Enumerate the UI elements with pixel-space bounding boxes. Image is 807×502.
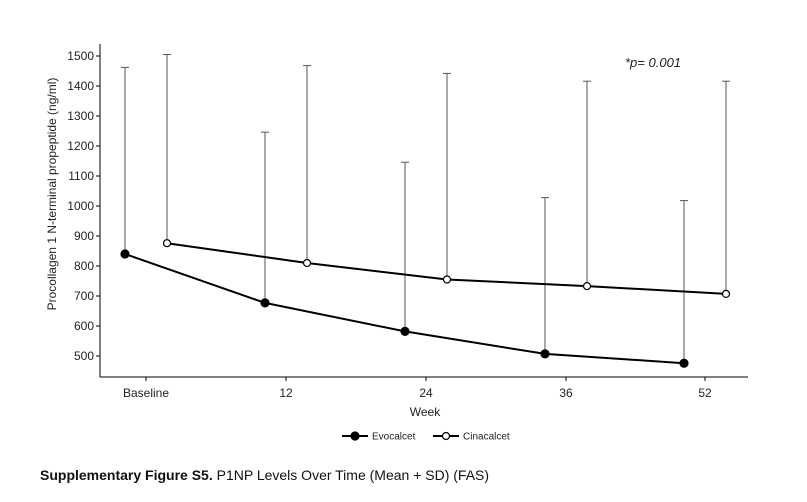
x-tick-label: 24	[419, 386, 433, 400]
data-point-evocalcet	[120, 249, 130, 259]
data-point-evocalcet	[679, 358, 689, 368]
y-tick-label: 1200	[67, 139, 94, 153]
chart: 500 600 700 800 900 1000 1100 1200 1300 1400 1500 B…	[45, 44, 748, 443]
y-tick-label: 1300	[67, 109, 94, 123]
y-tick-label: 1400	[67, 79, 94, 93]
y-tick-label: 600	[74, 319, 94, 333]
data-point-cinacalcet	[442, 275, 452, 284]
legend-marker-evocalcet	[350, 431, 360, 441]
y-tick-label: 1500	[67, 49, 94, 63]
y-tick-label: 700	[74, 289, 94, 303]
data-point-cinacalcet	[721, 289, 731, 298]
y-axis-title: Procollagen 1 N-terminal propeptide (ng/…	[45, 78, 59, 311]
legend-label-cinacalcet: Cinacalcet	[463, 432, 510, 443]
p-value-annotation: *p= 0.001	[625, 55, 681, 70]
axes: 500 600 700 800 900 1000 1100 1200 1300 1400 1500 B…	[67, 44, 748, 400]
caption-text: P1NP Levels Over Time (Mean + SD) (FAS)	[212, 467, 490, 483]
figure-caption: Supplementary Figure S5. P1NP Levels Ove…	[40, 467, 489, 483]
data-point-evocalcet	[400, 326, 410, 336]
y-tick-label: 800	[74, 259, 94, 273]
x-tick-label: 12	[279, 386, 293, 400]
caption-figure-number: Supplementary Figure S5.	[40, 467, 213, 483]
x-axis-title: Week	[410, 405, 441, 419]
y-tick-label: 1100	[68, 169, 94, 183]
y-tick-label: 900	[74, 229, 94, 243]
data-point-evocalcet	[540, 349, 550, 359]
legend-label-evocalcet: Evocalcet	[372, 432, 416, 443]
x-tick-label: Baseline	[123, 386, 169, 400]
x-tick-label: 52	[698, 386, 712, 400]
legend: Evocalcet Cinacalcet	[342, 431, 510, 443]
legend-marker-cinacalcet	[441, 431, 451, 441]
data-point-evocalcet	[260, 298, 270, 308]
error-bars	[121, 54, 730, 364]
y-tick-label: 1000	[67, 199, 94, 213]
data-point-cinacalcet	[162, 239, 172, 248]
x-tick-label: 36	[559, 386, 573, 400]
series-lines	[124, 242, 727, 365]
data-points	[120, 239, 731, 368]
y-tick-label: 500	[74, 349, 94, 363]
data-point-cinacalcet	[582, 282, 592, 291]
data-point-cinacalcet	[302, 258, 312, 268]
